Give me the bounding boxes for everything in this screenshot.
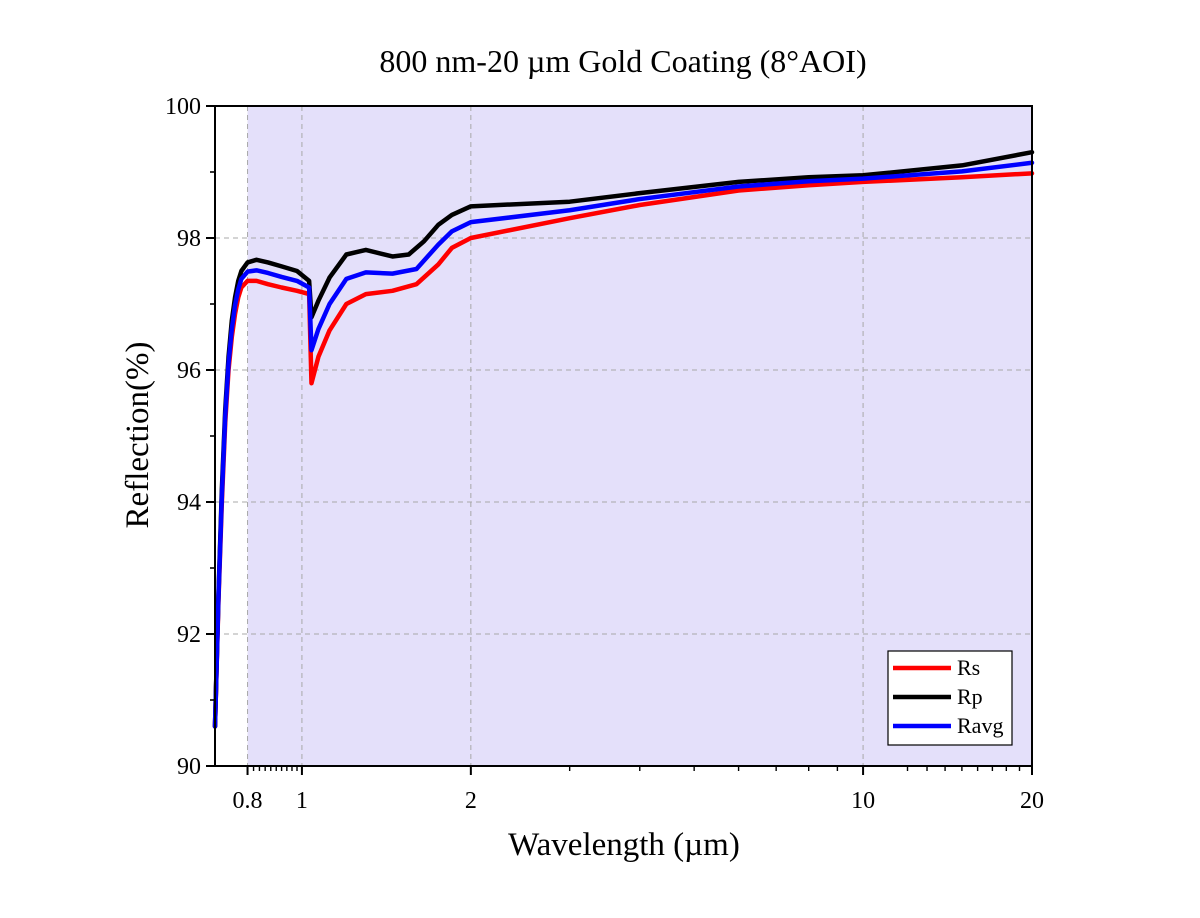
y-tick-label: 98 bbox=[177, 226, 201, 252]
legend-label-rs: Rs bbox=[957, 655, 980, 680]
x-tick-label: 1 bbox=[296, 788, 308, 814]
x-tick-label: 20 bbox=[1020, 788, 1044, 814]
series-layer bbox=[212, 149, 1035, 729]
series-line-ravg bbox=[212, 160, 1035, 729]
y-tick-label: 92 bbox=[177, 622, 201, 648]
grid-lines bbox=[215, 106, 1032, 766]
x-tick-label: 10 bbox=[851, 788, 875, 814]
axis-ticks bbox=[206, 105, 1033, 775]
legend-label-ravg: Ravg bbox=[957, 713, 1003, 738]
tick-labels: 90 92 94 96 98 100 0.8 1 2 10 20 bbox=[165, 94, 1044, 814]
y-tick-label: 94 bbox=[177, 490, 201, 516]
y-tick-label: 90 bbox=[177, 754, 201, 780]
y-axis-label: Reflection(%) bbox=[120, 342, 156, 529]
y-tick-label: 96 bbox=[177, 358, 201, 384]
x-tick-label: 2 bbox=[465, 788, 477, 814]
x-tick-label: 0.8 bbox=[233, 788, 263, 814]
y-tick-label: 100 bbox=[165, 94, 201, 120]
legend: Rs Rp Ravg bbox=[887, 650, 1013, 746]
chart-title: 800 nm-20 µm Gold Coating (8°AOI) bbox=[379, 43, 866, 79]
x-axis-label: Wavelength (µm) bbox=[508, 827, 740, 863]
legend-label-rp: Rp bbox=[957, 684, 983, 709]
